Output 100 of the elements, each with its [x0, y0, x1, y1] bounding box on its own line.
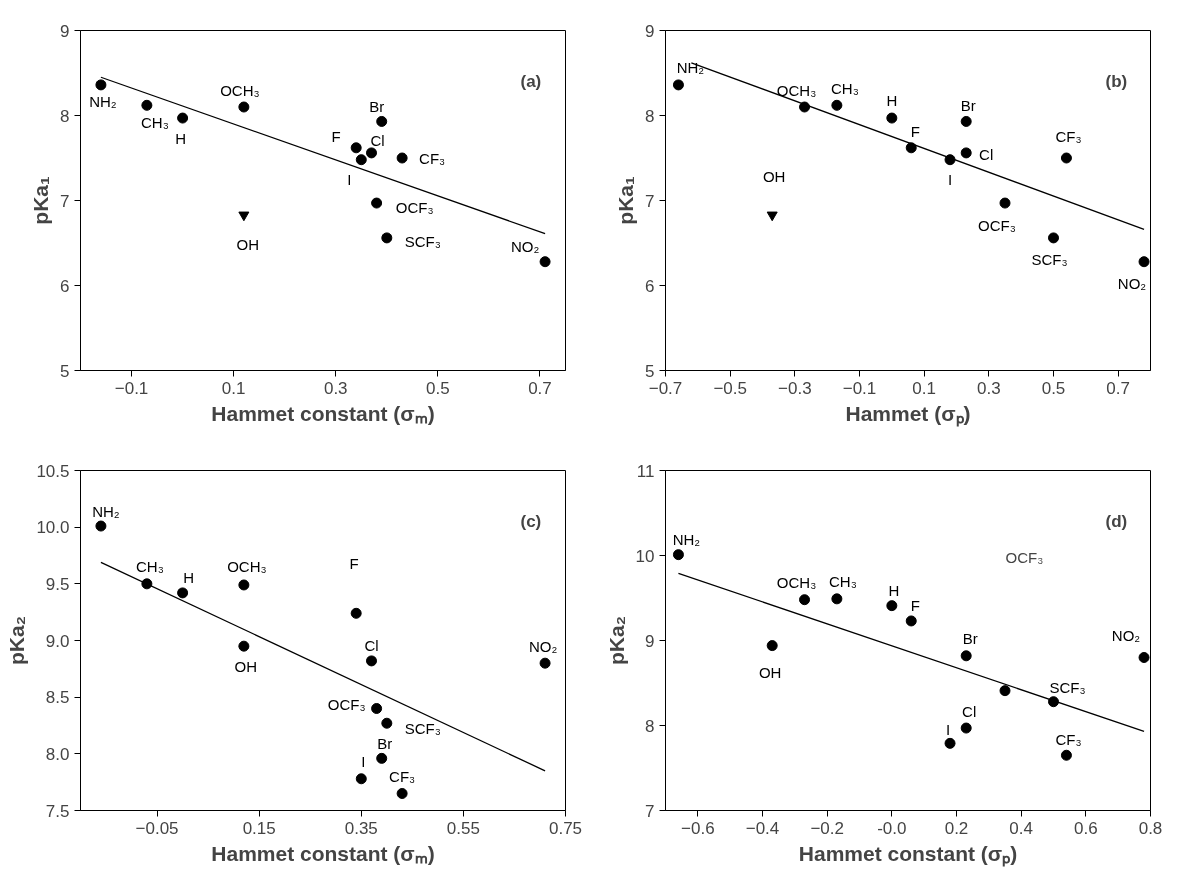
annotation: CF₃	[1055, 730, 1082, 748]
y-tick-label: 8	[645, 716, 655, 736]
annotation: I	[947, 171, 953, 189]
y-tick-label: 8.0	[45, 744, 70, 764]
annotation: H	[175, 129, 187, 147]
x-tick-label: -0.0	[877, 818, 907, 838]
x-axis-title: Hammet constant (σₘ)	[211, 401, 435, 425]
annotation: NO₂	[1111, 627, 1141, 644]
y-tick-label: 10.5	[36, 461, 70, 481]
annotation: CH₃	[828, 573, 857, 591]
y-tick-label: 9.0	[45, 631, 70, 651]
x-axis-title: Hammet (σₚ)	[845, 401, 971, 427]
y-axis-title: pKa₁	[614, 176, 638, 225]
y-tick-label: 6	[60, 276, 70, 296]
x-tick-label: 0.3	[323, 378, 348, 398]
y-tick-label: 10	[635, 546, 655, 566]
annotation: (b)	[1105, 71, 1128, 91]
x-tick-label: −0.3	[778, 378, 812, 398]
y-tick-label: 5	[645, 361, 655, 381]
x-tick-label: −0.1	[842, 378, 877, 398]
annotation: F	[910, 597, 920, 615]
annotation: CF₃	[1055, 127, 1082, 145]
x-tick-label: −0.4	[745, 818, 780, 838]
y-tick-label: 8	[645, 106, 655, 126]
annotation: (c)	[520, 511, 542, 531]
x-tick-label: 0.1	[221, 378, 246, 398]
annotation: H	[888, 582, 900, 600]
annotation: CH₃	[830, 79, 859, 97]
x-tick-label: 0.55	[446, 818, 480, 838]
y-tick-label: 8.5	[45, 688, 70, 708]
annotation: OCF₃	[327, 696, 366, 713]
y-tick-label: 7.5	[45, 801, 70, 821]
annotation: OCH₃	[220, 81, 260, 99]
annotation: SCF₃	[1031, 251, 1068, 269]
y-axis-title: pKa₁	[29, 176, 53, 225]
annotation: NH₂	[92, 502, 120, 520]
y-tick-label: 7	[645, 191, 655, 211]
annotation: OCH₃	[227, 558, 267, 576]
y-tick-label: 11	[636, 461, 655, 481]
x-tick-label: 0.1	[912, 378, 936, 398]
annotation: (a)	[520, 71, 542, 91]
y-tick-label: 7	[645, 801, 655, 821]
x-axis-title: Hammet constant (σₚ)	[798, 841, 1018, 867]
x-tick-label: −0.5	[713, 378, 747, 398]
annotation: CH₃	[135, 558, 164, 576]
x-tick-label: 0.5	[426, 378, 450, 398]
y-tick-label: 10.0	[36, 518, 70, 538]
annotation: NO₂	[1117, 275, 1147, 293]
y-tick-label: 9	[60, 21, 70, 41]
annotation: OCH₃	[776, 81, 817, 99]
x-tick-label: 0.75	[548, 818, 583, 838]
y-tick-label: 9	[645, 21, 655, 41]
x-tick-label: −0.05	[135, 818, 179, 838]
annotation: H	[886, 91, 898, 109]
annotation: OCH₃	[776, 574, 817, 592]
x-tick-label: −0.6	[681, 818, 715, 838]
annotation: I	[945, 720, 951, 738]
annotation: NO₂	[510, 238, 540, 256]
x-tick-label: 0.15	[242, 818, 276, 838]
annotation: Cl	[979, 146, 994, 164]
annotation: Br	[962, 630, 978, 648]
annotation: OH	[758, 664, 782, 682]
annotation: F	[910, 123, 920, 141]
annotation: I	[347, 171, 352, 189]
annotation: NH₂	[89, 93, 117, 111]
annotation: Br	[960, 96, 976, 114]
annotation: OCF₃	[1005, 548, 1044, 566]
annotation: CF₃	[389, 768, 416, 785]
x-tick-label: 0.7	[528, 378, 552, 398]
y-tick-label: 6	[645, 276, 655, 296]
x-tick-label: 0.4	[1009, 818, 1033, 838]
annotation: Br	[377, 734, 393, 752]
y-tick-label: 9	[645, 631, 655, 651]
annotation: Cl	[364, 637, 379, 655]
annotation: Cl	[370, 132, 385, 150]
annotation: I	[361, 753, 366, 771]
x-tick-label: 0.7	[1106, 378, 1130, 398]
x-tick-label: −0.2	[810, 818, 844, 838]
annotation: SCF₃	[404, 233, 441, 251]
annotation: (d)	[1105, 511, 1128, 531]
x-tick-label: 0.5	[1041, 378, 1066, 398]
x-tick-label: 0.6	[1074, 818, 1098, 838]
annotation: OCF₃	[395, 198, 434, 216]
x-tick-label: −0.7	[648, 378, 683, 398]
annotation: OH	[236, 236, 260, 254]
annotation: OCF₃	[978, 216, 1016, 234]
annotation: Cl	[962, 702, 977, 720]
y-axis-title: pKa₂	[604, 615, 628, 665]
annotation: CH₃	[140, 113, 169, 131]
y-tick-label: 9.5	[45, 574, 70, 594]
x-tick-label: 0.8	[1138, 818, 1163, 838]
annotation: OH	[762, 168, 786, 186]
y-tick-label: 5	[60, 361, 70, 381]
x-tick-label: 0.3	[977, 378, 1001, 398]
x-tick-label: −0.1	[114, 378, 149, 398]
annotation: SCF₃	[1049, 679, 1086, 697]
annotation: F	[349, 554, 359, 572]
annotation: NO₂	[528, 637, 558, 655]
annotation: OH	[234, 657, 258, 675]
y-tick-label: 8	[60, 106, 70, 126]
